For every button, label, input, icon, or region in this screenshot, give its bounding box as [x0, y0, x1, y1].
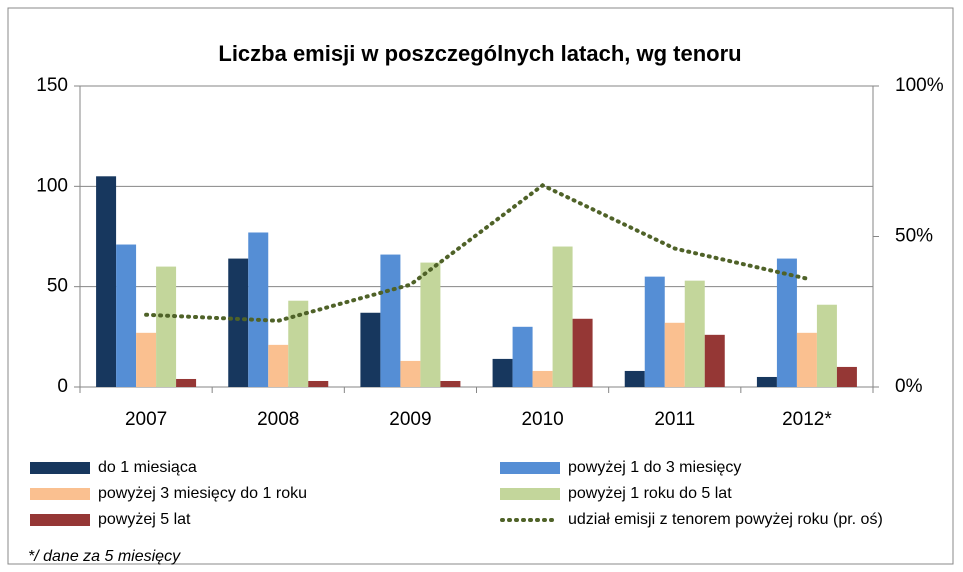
bar [228, 258, 249, 387]
y-tick-label: 50 [47, 276, 68, 297]
bar [512, 326, 533, 387]
legend-swatch [500, 462, 560, 474]
x-tick-label: 2011 [654, 409, 695, 430]
bar [492, 358, 513, 387]
bar [400, 360, 421, 387]
bar [288, 300, 309, 387]
bar [116, 244, 137, 387]
y-tick-label: 100 [36, 175, 68, 196]
bar [380, 254, 401, 387]
legend-label: do 1 miesiąca [98, 459, 197, 476]
bar [552, 246, 573, 387]
legend-label: powyżej 5 lat [98, 511, 191, 528]
legend-swatch [30, 488, 90, 500]
bar [816, 304, 837, 387]
bar [156, 266, 177, 387]
bar [440, 380, 461, 387]
y-tick-label: 0 [57, 376, 68, 397]
legend-label: powyżej 1 do 3 miesięcy [568, 459, 741, 476]
x-tick-label: 2007 [125, 409, 167, 430]
bar [664, 322, 685, 387]
legend-label: powyżej 3 miesięcy do 1 roku [98, 485, 307, 502]
legend-swatch [30, 514, 90, 526]
bar [268, 344, 289, 387]
bar [572, 318, 593, 387]
bar [796, 332, 817, 387]
y2-tick-label: 0% [895, 376, 923, 397]
legend-label: udział emisji z tenorem powyżej roku (pr… [568, 511, 883, 528]
bar [136, 332, 157, 387]
bar [532, 370, 553, 387]
bar [248, 232, 269, 387]
bar [360, 312, 381, 387]
footnote: */ dane za 5 miesięcy [28, 548, 181, 565]
bar [704, 334, 725, 387]
legend-swatch [30, 462, 90, 474]
y2-tick-label: 50% [895, 226, 933, 247]
x-tick-label: 2008 [257, 409, 299, 430]
chart-border [7, 7, 954, 565]
x-tick-label: 2010 [521, 409, 563, 430]
bar [624, 370, 645, 387]
bar [836, 366, 857, 387]
x-tick-label: 2009 [389, 409, 431, 430]
bar [96, 176, 117, 387]
x-tick-label: 2012* [782, 409, 832, 430]
legend-label: powyżej 1 roku do 5 lat [568, 485, 732, 502]
bar [776, 258, 797, 387]
bar [684, 280, 705, 387]
y-tick-label: 150 [36, 75, 68, 96]
legend-swatch [500, 488, 560, 500]
bar [176, 378, 197, 387]
bar [308, 380, 329, 387]
bar [644, 276, 665, 387]
bar [756, 376, 777, 387]
chart-title: Liczba emisji w poszczególnych latach, w… [218, 41, 741, 66]
line-series [144, 183, 809, 323]
bar [420, 262, 441, 387]
y2-tick-label: 100% [895, 75, 944, 96]
